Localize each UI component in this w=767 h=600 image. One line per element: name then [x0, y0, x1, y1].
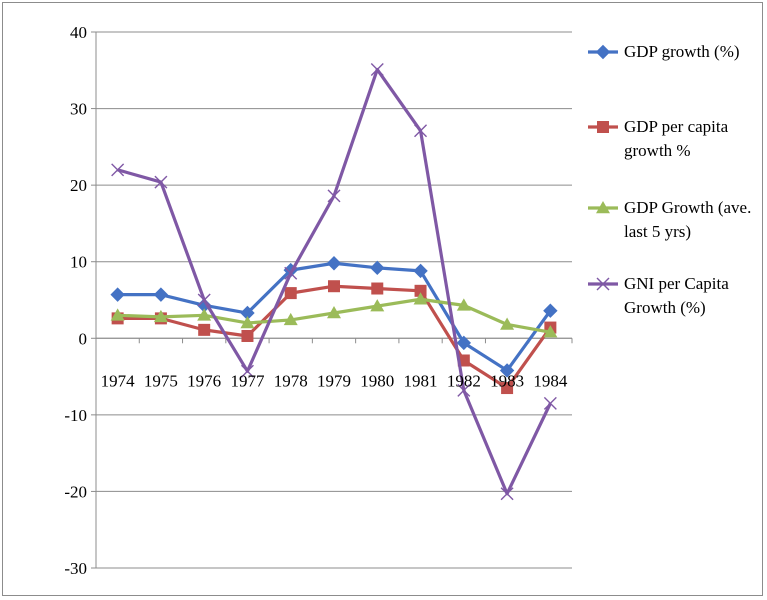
data-point: [110, 287, 125, 302]
axes: [91, 31, 573, 569]
data-point: [154, 175, 168, 189]
data-point: [501, 382, 514, 395]
legend-label: GDP Growth (ave.: [624, 198, 751, 217]
x-marker-stroke: [197, 293, 211, 307]
legend-marker: [596, 201, 610, 214]
y-tick-label: -20: [64, 482, 87, 501]
y-tick-label: 10: [70, 253, 87, 272]
data-point: [500, 317, 515, 330]
legend-label: last 5 yrs): [624, 222, 691, 241]
x-marker-stroke: [284, 266, 298, 280]
x-tick-label: 1979: [317, 371, 351, 390]
data-point: [327, 189, 341, 203]
x-tick-label: 1980: [360, 371, 394, 390]
x-tick-label: 1977: [230, 371, 265, 390]
legend-marker: [596, 277, 610, 291]
series-4: [111, 63, 557, 501]
legend-label: GNI per Capita: [624, 274, 729, 293]
data-point: [110, 308, 125, 321]
x-axis-tick-labels: 1974 1975 1976 1977 1978 1979 1980 1981 1982 1983…: [101, 371, 568, 390]
x-marker-stroke: [240, 364, 254, 378]
x-tick-label: 1981: [404, 371, 438, 390]
x-marker-stroke: [370, 63, 384, 77]
x-marker-stroke: [457, 383, 471, 397]
legend-marker: [597, 121, 609, 133]
data-point: [414, 124, 428, 138]
data-point: [111, 163, 125, 177]
data-point: [153, 287, 169, 302]
data-point: [413, 292, 428, 305]
data-point: [500, 487, 514, 501]
gridlines: [96, 31, 572, 569]
x-tick-label: 1978: [274, 371, 308, 390]
data-point: [328, 280, 340, 293]
legend-label: GDP growth (%): [624, 42, 740, 61]
data-point: [240, 364, 254, 378]
data-point: [198, 323, 211, 336]
legend-item-2: GDP per capita growth %: [588, 117, 729, 160]
y-axis-tick-labels: -30 -20 -10 0 10 20 30 40: [64, 23, 87, 578]
data-point: [197, 293, 211, 307]
series-layer: [110, 63, 558, 501]
x-marker-stroke: [500, 487, 514, 501]
y-tick-label: 0: [79, 329, 88, 348]
x-tick-label: 1984: [533, 371, 568, 390]
legend-marker: [595, 44, 611, 60]
x-tick-label: 1975: [144, 371, 178, 390]
y-tick-label: 20: [70, 176, 87, 195]
x-marker-stroke: [111, 163, 125, 177]
data-point: [371, 282, 384, 295]
data-point: [543, 396, 557, 410]
data-point: [414, 284, 427, 297]
x-marker-stroke: [596, 277, 610, 291]
legend-item-3: GDP Growth (ave. last 5 yrs): [588, 198, 751, 241]
data-point: [240, 315, 255, 329]
data-point: [197, 308, 212, 321]
data-point: [543, 325, 558, 338]
data-point: [499, 363, 515, 378]
legend-item-4: GNI per Capita Growth (%): [588, 274, 729, 317]
x-marker-stroke: [154, 175, 168, 189]
data-point: [241, 329, 254, 342]
data-point: [457, 383, 471, 397]
data-point: [456, 298, 471, 311]
data-point: [284, 266, 298, 280]
data-point: [327, 306, 341, 319]
data-point: [456, 335, 472, 351]
data-point: [370, 299, 385, 312]
data-point: [326, 256, 342, 271]
y-tick-label: -10: [64, 406, 87, 425]
x-marker-stroke: [543, 396, 557, 410]
y-tick-label: -30: [64, 559, 87, 578]
data-point: [283, 312, 298, 326]
x-marker-stroke: [327, 189, 341, 203]
data-point: [370, 63, 384, 77]
series-3: [110, 292, 558, 338]
x-tick-label: 1976: [187, 371, 221, 390]
legend-label: growth %: [624, 141, 691, 160]
x-tick-label: 1974: [101, 371, 136, 390]
y-tick-label: 40: [70, 23, 87, 42]
legend-label: Growth (%): [624, 298, 706, 317]
data-point: [153, 309, 168, 323]
x-tick-label: 1983: [490, 371, 524, 390]
data-point: [543, 303, 558, 318]
data-point: [370, 260, 385, 276]
x-marker-stroke: [414, 124, 428, 138]
data-point: [413, 263, 428, 279]
y-tick-label: 30: [70, 100, 87, 119]
legend-item-1: GDP growth (%): [588, 42, 740, 61]
x-tick-label: 1982: [447, 371, 481, 390]
legend-label: GDP per capita: [624, 117, 729, 136]
data-point: [284, 287, 297, 300]
